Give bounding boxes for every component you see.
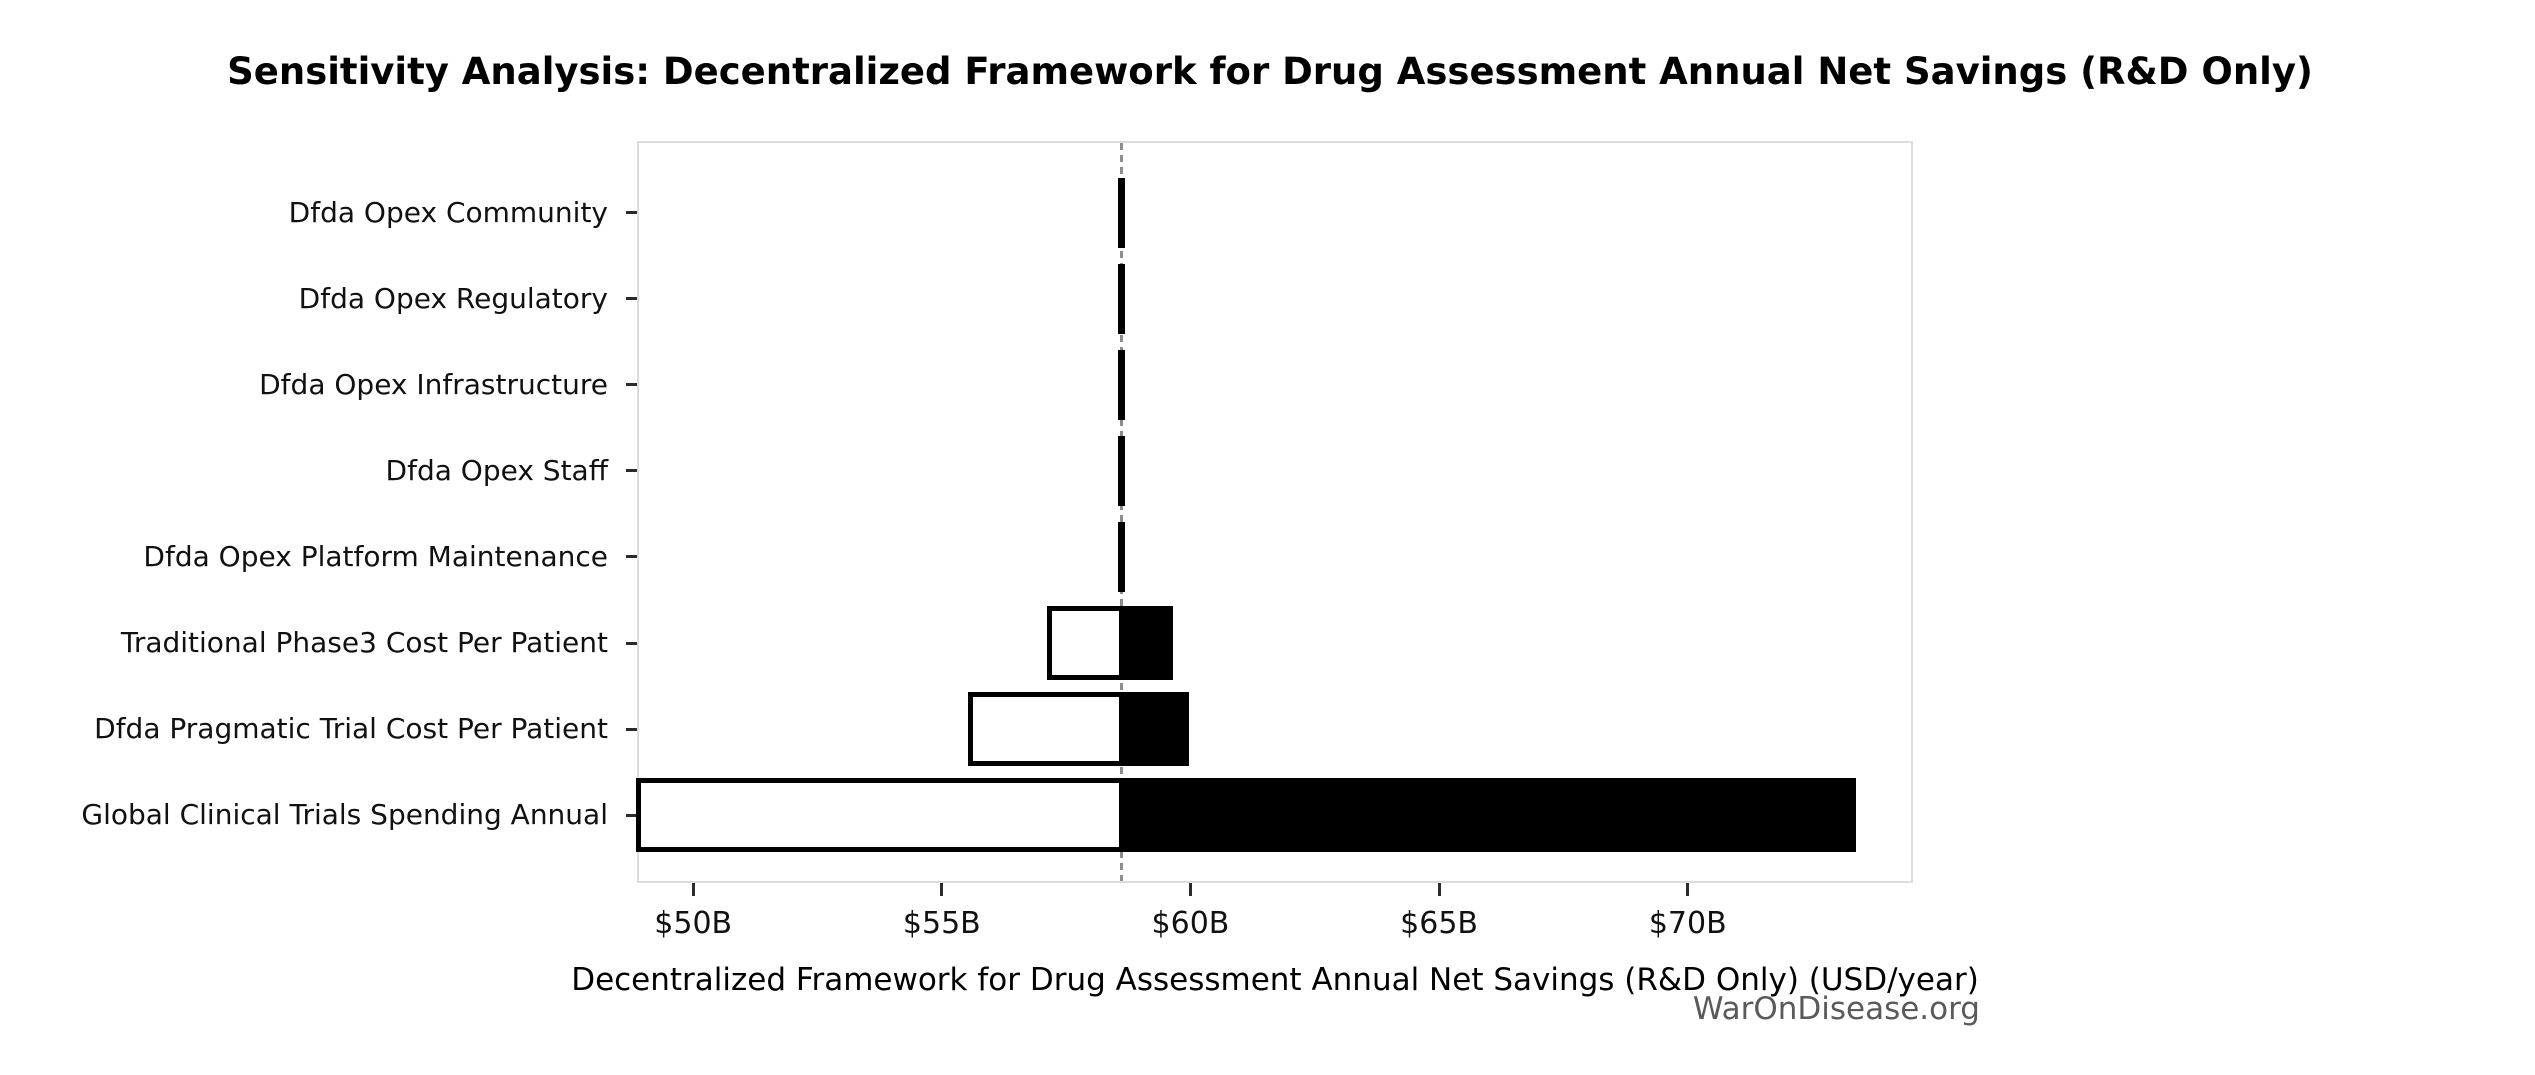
bar-tiny-segment (1118, 263, 1126, 334)
y-axis-label: Dfda Opex Infrastructure (259, 367, 608, 401)
watermark-text: WarOnDisease.org (1692, 991, 1980, 1027)
bar-high-segment (1118, 778, 1856, 853)
x-tick (1686, 883, 1690, 896)
y-axis-label: Dfda Pragmatic Trial Cost Per Patient (94, 712, 608, 746)
y-tick (626, 555, 637, 559)
y-tick (626, 297, 637, 301)
bar-high-segment (1118, 606, 1173, 680)
bar-low-segment (1046, 606, 1125, 680)
bar-low-segment (967, 692, 1125, 767)
y-tick (626, 813, 637, 817)
x-tick (940, 883, 944, 896)
bar-tiny-segment (1118, 521, 1126, 592)
y-tick (626, 211, 637, 214)
x-tick-label: $60B (1151, 906, 1230, 941)
x-tick (1188, 883, 1192, 896)
y-axis-label: Traditional Phase3 Cost Per Patient (120, 626, 608, 659)
x-tick-label: $50B (654, 906, 733, 941)
y-tick (626, 469, 637, 473)
y-tick (626, 727, 637, 731)
y-axis-label: Dfda Opex Platform Maintenance (143, 539, 608, 573)
y-tick (626, 383, 637, 387)
bar-tiny-segment (1118, 349, 1126, 420)
y-axis-label: Dfda Opex Staff (385, 453, 608, 487)
x-tick (1437, 883, 1441, 896)
x-tick-label: $65B (1400, 906, 1479, 941)
x-tick (691, 883, 695, 896)
chart-title: Sensitivity Analysis: Decentralized Fram… (227, 50, 2313, 93)
y-axis-label: Dfda Opex Community (288, 195, 608, 229)
y-axis-label: Dfda Opex Regulatory (298, 281, 608, 315)
y-tick (626, 641, 637, 645)
plot-area (626, 141, 1913, 896)
bar-high-segment (1118, 692, 1190, 767)
baseline-dashed-line (1120, 143, 1124, 881)
bar-tiny-segment (1118, 435, 1126, 506)
x-tick-label: $70B (1648, 906, 1727, 941)
bar-low-segment (635, 778, 1125, 853)
x-tick-label: $55B (902, 906, 981, 941)
bar-tiny-segment (1118, 177, 1126, 248)
x-axis-title: Decentralized Framework for Drug Assessm… (571, 962, 1979, 998)
y-axis-label: Global Clinical Trials Spending Annual (81, 798, 608, 832)
